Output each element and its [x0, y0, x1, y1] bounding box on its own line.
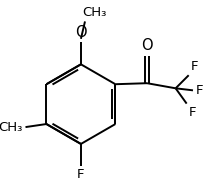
Text: O: O	[75, 25, 87, 40]
Text: CH₃: CH₃	[0, 121, 22, 134]
Text: F: F	[191, 60, 198, 73]
Text: F: F	[77, 168, 85, 181]
Text: O: O	[141, 38, 153, 53]
Text: methoxy: methoxy	[83, 18, 89, 19]
Text: CH₃: CH₃	[82, 6, 106, 19]
Text: F: F	[188, 106, 196, 119]
Text: F: F	[195, 84, 203, 97]
